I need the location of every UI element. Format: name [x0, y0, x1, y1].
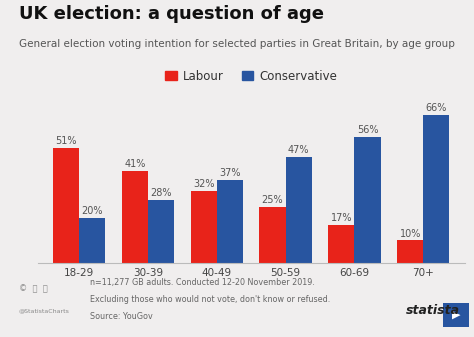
Bar — [148, 200, 174, 263]
Text: 25%: 25% — [262, 195, 283, 205]
Text: UK election: a question of age: UK election: a question of age — [19, 5, 324, 23]
Text: Excluding those who would not vote, don't know or refused.: Excluding those who would not vote, don'… — [90, 295, 330, 304]
Text: 41%: 41% — [124, 159, 146, 169]
Text: @StatistaCharts: @StatistaCharts — [19, 308, 70, 313]
Text: 51%: 51% — [55, 136, 77, 147]
Text: n=11,277 GB adults. Conducted 12-20 November 2019.: n=11,277 GB adults. Conducted 12-20 Nove… — [90, 278, 315, 287]
Bar — [122, 171, 148, 263]
Text: 10%: 10% — [400, 228, 421, 239]
Text: 56%: 56% — [357, 125, 378, 135]
Bar — [259, 207, 286, 263]
Text: 28%: 28% — [150, 188, 172, 198]
Legend: Labour, Conservative: Labour, Conservative — [161, 65, 342, 87]
Bar — [328, 225, 355, 263]
Text: 47%: 47% — [288, 146, 310, 155]
Text: ▶: ▶ — [452, 310, 460, 320]
Text: General election voting intention for selected parties in Great Britain, by age : General election voting intention for se… — [19, 39, 455, 49]
Text: Source: YouGov: Source: YouGov — [90, 312, 153, 321]
Text: 37%: 37% — [219, 168, 241, 178]
Text: 17%: 17% — [330, 213, 352, 223]
Bar — [397, 240, 423, 263]
Text: 20%: 20% — [82, 206, 103, 216]
Bar — [217, 180, 243, 263]
Bar — [423, 115, 449, 263]
Bar — [286, 157, 312, 263]
Text: ©  ⓘ  Ⓢ: © ⓘ Ⓢ — [19, 285, 48, 294]
Bar — [53, 148, 79, 263]
Text: 66%: 66% — [426, 103, 447, 113]
Text: statista: statista — [406, 304, 460, 317]
Bar — [191, 191, 217, 263]
Text: 32%: 32% — [193, 179, 215, 189]
Bar — [79, 218, 105, 263]
Bar — [355, 137, 381, 263]
